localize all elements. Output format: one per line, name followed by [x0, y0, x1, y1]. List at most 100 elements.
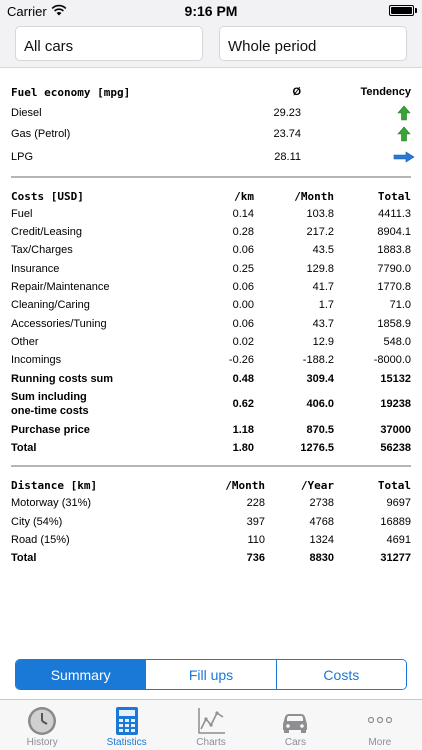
tab-label: History	[26, 737, 58, 748]
distance-per-year: 4768	[309, 516, 334, 528]
distance-label: Total	[11, 552, 37, 564]
section-divider	[11, 176, 411, 178]
running-costs-sum-row: Running costs sum 0.48 309.4 15132	[0, 373, 422, 391]
cost-label: Accessories/Tuning	[11, 318, 107, 330]
fuel-economy-value: 23.74	[273, 128, 301, 140]
distance-total: 4691	[386, 534, 411, 546]
arrow-up-green-icon	[397, 126, 411, 142]
distance-label: Road (15%)	[11, 534, 70, 546]
fuel-economy-title: Fuel economy [mpg]	[11, 86, 131, 99]
cost-per-km: 0.06	[232, 244, 254, 256]
distance-header: Distance [km] /Month /Year Total	[0, 479, 422, 497]
distance-total-row: Total 736 8830 31277	[0, 552, 422, 570]
period-filter-button[interactable]: Whole period	[219, 26, 407, 61]
cost-per-km: 1.80	[232, 442, 254, 454]
cost-per-km: 0.62	[232, 398, 254, 410]
total-header: Total	[377, 190, 411, 203]
cost-label: Running costs sum	[11, 373, 114, 385]
cost-total: -8000.0	[373, 354, 411, 366]
distance-per-year: 2738	[309, 497, 334, 509]
distance-row: Motorway (31%) 228 2738 9697	[0, 497, 422, 515]
cost-total: 71.0	[389, 299, 411, 311]
cost-total: 37000	[380, 424, 411, 436]
distance-title: Distance [km]	[11, 479, 98, 492]
cost-total: 8904.1	[377, 226, 411, 238]
more-dots-icon	[367, 716, 392, 724]
cost-per-km: 0.25	[232, 263, 254, 275]
cost-label: Insurance	[11, 263, 60, 275]
tab-cars[interactable]: Cars	[253, 700, 337, 750]
fuel-economy-value: 28.11	[274, 151, 301, 163]
cost-per-month: 12.9	[312, 336, 334, 348]
cost-row: Incomings -0.26 -188.2 -8000.0	[0, 354, 422, 372]
cost-per-month: 41.7	[312, 281, 334, 293]
arrow-up-green-icon	[397, 105, 411, 121]
segment-fill-ups[interactable]: Fill ups	[145, 660, 276, 689]
per-km-header: /km	[234, 190, 254, 203]
battery-icon	[389, 5, 414, 16]
segment-costs[interactable]: Costs	[275, 660, 406, 689]
distance-label: City (54%)	[11, 516, 63, 528]
cost-total: 7790.0	[377, 263, 411, 275]
cost-per-km: 0.28	[232, 226, 254, 238]
cost-total: 15132	[380, 373, 411, 385]
cost-total: 56238	[380, 442, 411, 454]
fuel-economy-header: Fuel economy [mpg] Ø Tendency	[0, 86, 422, 104]
car-filter-button[interactable]: All cars	[15, 26, 203, 61]
fuel-row: LPG 28.11	[0, 151, 422, 169]
tab-statistics[interactable]: Statistics	[84, 700, 168, 750]
cost-label: Fuel	[11, 208, 33, 220]
filter-bar: All cars Whole period	[0, 22, 422, 68]
cost-per-km: 0.14	[232, 208, 254, 220]
cost-row: Tax/Charges 0.06 43.5 1883.8	[0, 244, 422, 262]
distance-row: Road (15%) 110 1324 4691	[0, 534, 422, 552]
segment-summary[interactable]: Summary	[16, 660, 146, 689]
cost-total: 548.0	[383, 336, 411, 348]
cost-per-km: 0.00	[232, 299, 254, 311]
fuel-type-label: LPG	[11, 151, 34, 163]
distance-per-month: 228	[246, 497, 265, 509]
cost-per-km: -0.26	[228, 354, 254, 366]
cost-row: Credit/Leasing 0.28 217.2 8904.1	[0, 226, 422, 244]
purchase-price-row: Purchase price 1.18 870.5 37000	[0, 424, 422, 442]
tab-history[interactable]: History	[0, 700, 84, 750]
cost-per-month: 406.0	[306, 398, 334, 410]
tab-more[interactable]: More	[338, 700, 422, 750]
sum-including-label-line2: one-time costs	[11, 405, 89, 417]
cost-per-month: 1.7	[318, 299, 334, 311]
distance-row: City (54%) 397 4768 16889	[0, 516, 422, 534]
cost-total: 1883.8	[377, 244, 411, 256]
costs-header: Costs [USD] /km /Month Total	[0, 190, 422, 208]
tab-label: Cars	[284, 737, 306, 748]
cost-label: Incomings	[11, 354, 62, 366]
cost-total: 1770.8	[377, 281, 411, 293]
per-year-header: /Year	[300, 479, 334, 492]
distance-per-year: 1324	[309, 534, 334, 546]
battery-tip	[415, 8, 417, 13]
fuel-row: Diesel 29.23	[0, 105, 422, 125]
per-month-header: /Month	[225, 479, 265, 492]
cost-per-km: 0.02	[232, 336, 254, 348]
cost-row: Repair/Maintenance 0.06 41.7 1770.8	[0, 281, 422, 299]
cost-label: Credit/Leasing	[11, 226, 82, 238]
tendency-header: Tendency	[360, 86, 411, 98]
per-month-header: /Month	[294, 190, 334, 203]
cost-per-km: 0.48	[232, 373, 254, 385]
cost-label: Tax/Charges	[11, 244, 73, 256]
car-icon	[283, 714, 308, 733]
cost-per-km: 0.06	[232, 318, 254, 330]
cost-total: 19238	[380, 398, 411, 410]
tab-charts[interactable]: Charts	[169, 700, 253, 750]
distance-total: 16889	[380, 516, 411, 528]
average-symbol: Ø	[292, 86, 301, 98]
distance-total: 9697	[386, 497, 411, 509]
fuel-economy-value: 29.23	[273, 107, 301, 119]
cost-row: Fuel 0.14 103.8 4411.3	[0, 208, 422, 226]
cost-label: Other	[11, 336, 39, 348]
distance-per-month: 110	[247, 534, 265, 546]
sum-including-one-time-row: Sum including one-time costs 0.62 406.0 …	[0, 391, 422, 421]
section-divider	[11, 465, 411, 467]
statistics-segmented-control: Summary Fill ups Costs	[15, 659, 407, 690]
arrow-right-blue-icon	[393, 151, 415, 163]
tab-bar: History Statistics Charts Cars	[0, 699, 422, 750]
